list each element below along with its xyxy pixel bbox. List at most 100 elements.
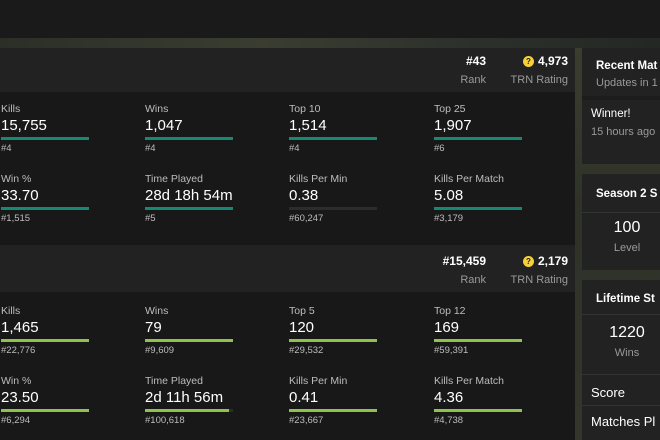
stat-label: Kills Per Min (289, 173, 348, 185)
rank-value: #43 (465, 54, 486, 68)
rating-value-row: ? 4,973 (511, 54, 568, 68)
lifetime-title: Lifetime St (596, 293, 655, 305)
percentile-bar-fill (289, 137, 377, 140)
percentile-bar-fill (289, 409, 377, 412)
percentile-bar-fill (434, 409, 522, 412)
solo-panel-header: #43 Rank ? 4,973 TRN Rating (0, 48, 575, 92)
lifetime-matches-label: Matches Pl (591, 414, 656, 429)
stat-card: Time Played 2d 11h 56m #100,618 (145, 375, 285, 426)
lifetime-wins-label: Wins (614, 347, 640, 359)
rank-label: Rank (460, 74, 486, 86)
stat-label: Top 10 (289, 103, 321, 115)
background-banner (0, 38, 660, 48)
percentile-bar (145, 137, 233, 140)
stat-label: Time Played (145, 173, 203, 185)
percentile-bar-fill (289, 339, 377, 342)
divider (582, 212, 660, 213)
top-bar (0, 0, 660, 38)
stat-rank: #4 (145, 143, 156, 154)
percentile-bar-fill (434, 207, 522, 210)
stat-rank: #1,515 (1, 213, 31, 224)
stat-value: 2d 11h 56m (145, 389, 224, 406)
stat-value: 4.36 (434, 389, 464, 406)
stat-rank: #6 (434, 143, 445, 154)
stat-rank: #6,294 (1, 415, 31, 426)
rating-value: 2,179 (537, 254, 568, 268)
percentile-bar (434, 137, 522, 140)
stat-label: Top 5 (289, 305, 315, 317)
percentile-bar-fill (145, 137, 233, 140)
stat-value: 79 (145, 319, 162, 336)
stat-value: 0.41 (289, 389, 319, 406)
stat-card: Kills Per Match 4.36 #4,738 (434, 375, 574, 426)
percentile-bar (434, 339, 522, 342)
rank-label: Rank (460, 274, 486, 286)
rating-label: TRN Rating (510, 274, 568, 286)
recent-matches-subtitle: Updates in 1 (596, 77, 658, 89)
stat-value: 33.70 (1, 187, 39, 204)
season-level-value: 100 (613, 219, 641, 236)
stat-value: 23.50 (1, 389, 39, 406)
stat-card: Wins 1,047 #4 (145, 103, 285, 154)
stat-rank: #3,179 (434, 213, 464, 224)
stat-card: Top 5 120 #29,532 (289, 305, 429, 356)
stat-card: Kills Per Min 0.41 #23,667 (289, 375, 429, 426)
percentile-bar (1, 409, 89, 412)
match-result: Winner! (591, 108, 631, 120)
stat-card: Win % 33.70 #1,515 (1, 173, 141, 224)
season-card: Season 2 S 100 Level (582, 174, 660, 270)
stat-value: 120 (289, 319, 315, 336)
stat-rank: #23,667 (289, 415, 324, 426)
stat-card: Wins 79 #9,609 (145, 305, 285, 356)
rating-label: TRN Rating (510, 74, 568, 86)
percentile-bar (1, 137, 89, 140)
percentile-bar (434, 409, 522, 412)
solo-trn-rating: ? 4,973 TRN Rating (511, 54, 568, 86)
stat-card: Kills Per Match 5.08 #3,179 (434, 173, 574, 224)
percentile-bar (145, 339, 233, 342)
stat-value: 1,465 (1, 319, 39, 336)
stat-rank: #22,776 (1, 345, 36, 356)
stat-rank: #4 (289, 143, 300, 154)
percentile-bar (289, 339, 377, 342)
question-circle-icon[interactable]: ? (522, 55, 534, 67)
stat-card: Kills 15,755 #4 (1, 103, 141, 154)
duo-panel-header: #15,459 Rank ? 2,179 TRN Rating (0, 248, 575, 292)
question-circle-icon[interactable]: ? (522, 255, 534, 267)
percentile-bar-fill (434, 339, 522, 342)
stat-rank: #59,391 (434, 345, 469, 356)
percentile-bar-fill (434, 137, 522, 140)
stat-label: Kills (1, 103, 21, 115)
stat-rank: #5 (145, 213, 156, 224)
stat-card: Kills 1,465 #22,776 (1, 305, 141, 356)
percentile-bar-fill (145, 409, 229, 412)
stat-card: Kills Per Min 0.38 #60,247 (289, 173, 429, 224)
stat-label: Win % (1, 173, 32, 185)
stat-label: Top 12 (434, 305, 466, 317)
stat-card: Time Played 28d 18h 54m #5 (145, 173, 285, 224)
recent-match-item[interactable]: Winner! 15 hours ago (582, 100, 660, 164)
stat-label: Win % (1, 375, 32, 387)
divider (582, 314, 660, 315)
solo-rank: #43 Rank (460, 54, 486, 86)
percentile-bar-fill (145, 339, 233, 342)
duo-rank: #15,459 Rank (443, 254, 486, 286)
percentile-bar-fill (145, 207, 233, 210)
season-level-label: Level (613, 242, 641, 254)
divider (582, 374, 660, 375)
stat-value: 1,514 (289, 117, 327, 134)
percentile-bar (289, 207, 377, 210)
percentile-bar (289, 409, 377, 412)
percentile-bar (434, 207, 522, 210)
percentile-bar (1, 207, 89, 210)
stat-value: 0.38 (289, 187, 319, 204)
rating-value-row: ? 2,179 (511, 254, 568, 268)
stat-value: 1,907 (434, 117, 472, 134)
stat-label: Time Played (145, 375, 203, 387)
percentile-bar (145, 409, 233, 412)
stat-label: Kills (1, 305, 21, 317)
lifetime-stats-card: Lifetime St 1220 Wins Score Matches Pl (582, 280, 660, 440)
stat-label: Kills Per Match (434, 173, 505, 185)
stat-label: Kills Per Min (289, 375, 348, 387)
stat-value: 28d 18h 54m (145, 187, 233, 204)
